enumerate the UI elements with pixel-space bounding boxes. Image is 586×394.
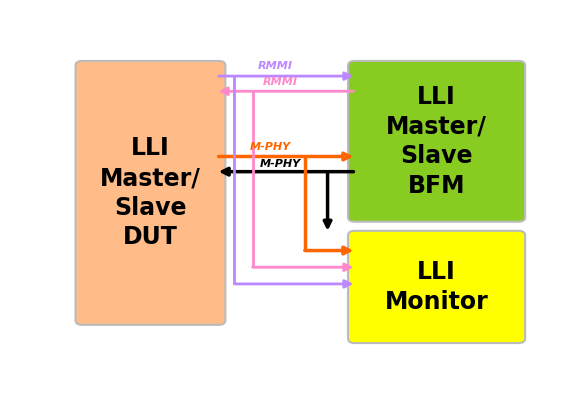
FancyArrowPatch shape (253, 264, 350, 271)
Text: M-PHY: M-PHY (250, 142, 291, 152)
Text: LLI
Monitor: LLI Monitor (384, 260, 489, 314)
Text: LLI
Master/
Slave
BFM: LLI Master/ Slave BFM (386, 85, 487, 198)
FancyArrowPatch shape (223, 168, 353, 175)
FancyArrowPatch shape (234, 281, 350, 287)
FancyBboxPatch shape (76, 61, 226, 325)
FancyArrowPatch shape (305, 247, 350, 254)
Text: RMMI: RMMI (263, 77, 297, 87)
Text: M-PHY: M-PHY (260, 159, 301, 169)
Text: RMMI: RMMI (258, 61, 293, 71)
FancyArrowPatch shape (219, 73, 350, 80)
FancyArrowPatch shape (324, 172, 331, 227)
FancyArrowPatch shape (222, 88, 353, 95)
FancyBboxPatch shape (348, 61, 525, 222)
Text: LLI
Master/
Slave
DUT: LLI Master/ Slave DUT (100, 136, 201, 249)
FancyArrowPatch shape (219, 153, 350, 160)
FancyBboxPatch shape (348, 231, 525, 343)
